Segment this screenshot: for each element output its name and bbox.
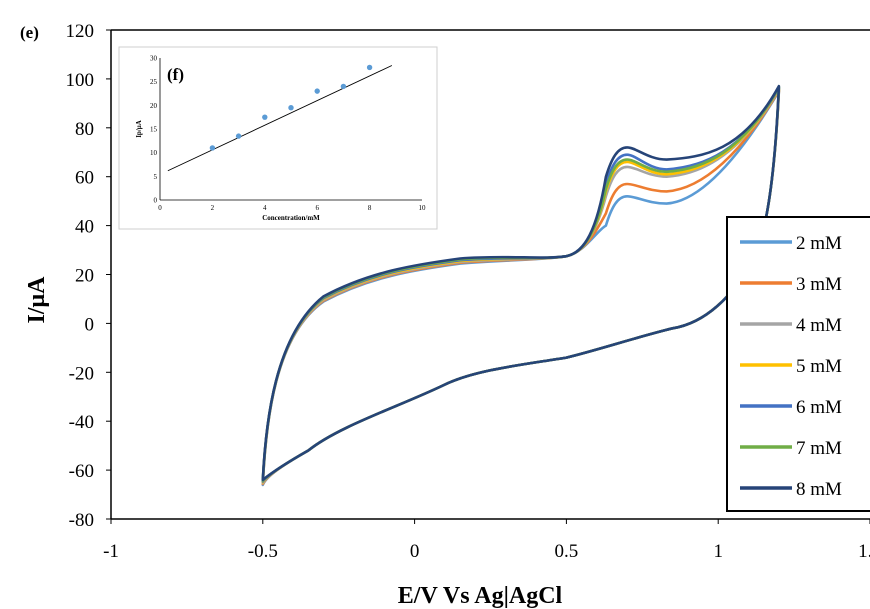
- inset-y-tick-label: 5: [154, 173, 158, 181]
- inset-y-axis-title: Ip/μA: [135, 120, 143, 138]
- main-curves: [261, 84, 781, 487]
- y-axis-title: I/μA: [24, 276, 50, 324]
- inset-x-tick-label: 4: [263, 204, 267, 212]
- x-tick-label: 1: [713, 541, 723, 562]
- inset-data-point: [288, 105, 294, 111]
- x-tick-label: 0.5: [555, 541, 579, 562]
- inset-data-point: [262, 114, 268, 120]
- legend-label: 8 mM: [796, 479, 842, 500]
- inset-data-point: [235, 133, 242, 139]
- inset-y-tick-label: 30: [150, 55, 158, 63]
- legend-label: 4 mM: [796, 315, 842, 336]
- cv-curve-8-mm: [261, 84, 781, 482]
- y-tick-label: -40: [69, 412, 94, 433]
- inset-y-tick-label: 10: [150, 149, 158, 157]
- legend-label: 7 mM: [796, 438, 842, 459]
- legend: 2 mM 3 mM 4 mM 5 mM 6 mM 7 mM 8 mM: [726, 216, 870, 512]
- x-axis-title: E/V Vs Ag|AgCl: [398, 583, 563, 609]
- inset-x-tick-label: 2: [211, 204, 215, 212]
- inset-data-point: [314, 88, 320, 94]
- y-tick-label: 80: [75, 119, 94, 140]
- y-tick-label: 20: [75, 266, 94, 287]
- inset-y-tick-label: 0: [154, 197, 158, 205]
- inset-chart: 0 2 4 6 8 10 30 25 20 15 10 5 0 (f) Concentration/mM Ip…: [118, 46, 438, 230]
- legend-label: 3 mM: [796, 274, 842, 295]
- panel-label-e: (e): [20, 23, 39, 42]
- inset-x-tick-label: 6: [315, 204, 319, 212]
- x-tick-label: -1: [103, 541, 119, 562]
- inset-y-tick-label: 25: [150, 78, 158, 86]
- x-tick-label: -0.5: [248, 541, 278, 562]
- legend-label: 5 mM: [796, 356, 842, 377]
- y-tick-label: 40: [75, 217, 94, 238]
- legend-label: 2 mM: [796, 233, 842, 254]
- inset-x-tick-label: 8: [368, 204, 372, 212]
- y-tick-label: -80: [69, 510, 94, 531]
- y-tick-label: 120: [66, 21, 95, 42]
- y-tick-label: -20: [69, 363, 94, 384]
- inset-x-tick-label: 0: [158, 204, 162, 212]
- inset-y-tick-label: 15: [150, 126, 158, 134]
- x-tick-label: 1.5: [858, 541, 870, 562]
- y-tick-label: 60: [75, 168, 94, 189]
- inset-y-tick-label: 20: [150, 102, 158, 110]
- inset-x-axis-title: Concentration/mM: [262, 214, 320, 222]
- inset-x-tick-label: 10: [419, 204, 427, 212]
- y-tick-label: 100: [66, 70, 95, 91]
- x-tick-label: 0: [410, 541, 420, 562]
- inset-trendline: [167, 65, 393, 172]
- inset-data-point: [366, 64, 373, 71]
- legend-label: 6 mM: [796, 397, 842, 418]
- inset-data-point: [340, 83, 347, 90]
- inset-frame: [118, 46, 438, 230]
- inset-data-point: [209, 145, 216, 151]
- main-axes: -1-0.500.511.5120100806040200-20-40-60-8…: [66, 21, 870, 562]
- panel-label-f: (f): [167, 65, 184, 84]
- y-tick-label: -60: [69, 461, 94, 482]
- y-tick-label: 0: [85, 314, 95, 335]
